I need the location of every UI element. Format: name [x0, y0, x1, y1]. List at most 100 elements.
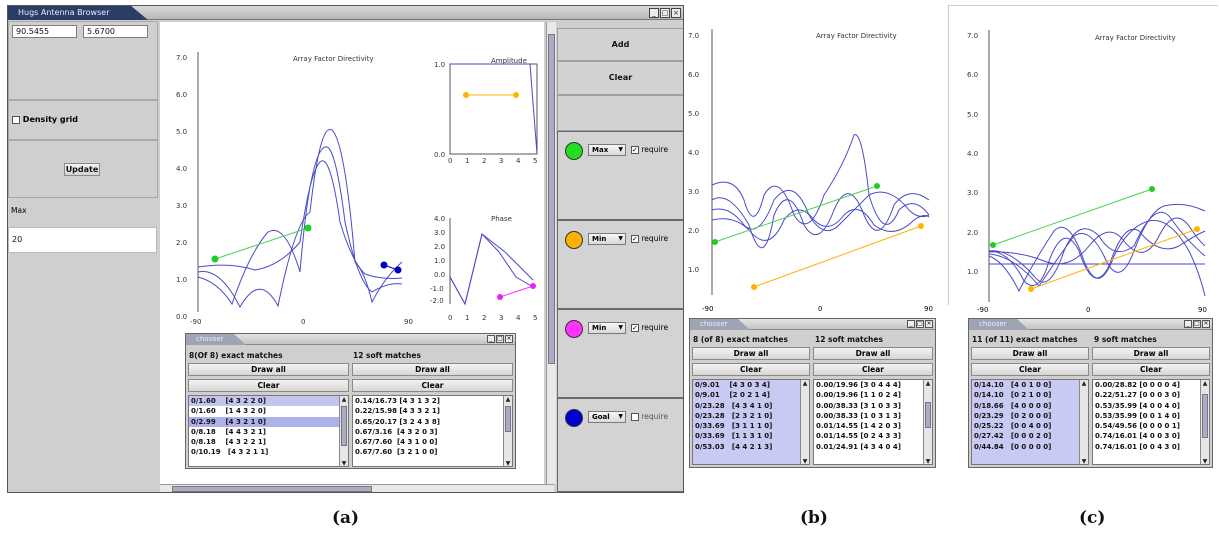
window-titlebar[interactable]: Hugs Antenna Browser _ □ ×: [8, 6, 683, 20]
close-icon[interactable]: ×: [505, 335, 513, 343]
minimize-icon[interactable]: _: [649, 8, 659, 18]
c-min-start[interactable]: [1028, 286, 1034, 292]
list-item[interactable]: 0/1.60 [1 4 3 2 0]: [191, 407, 266, 416]
add-button[interactable]: Add: [557, 28, 683, 61]
exact-list-scrollbar[interactable]: ▲ ▼: [800, 380, 809, 464]
clear-button[interactable]: Clear: [557, 61, 683, 95]
list-item[interactable]: 0/9.01 [2 0 2 1 4]: [695, 391, 770, 400]
list-item[interactable]: 0.14/16.73 [4 3 1 3 2]: [355, 397, 440, 405]
b-max-end[interactable]: [874, 183, 880, 189]
phase-min-end[interactable]: [530, 283, 536, 289]
soft-clear-button[interactable]: Clear: [813, 363, 933, 376]
soft-list-scrollbar[interactable]: ▲ ▼: [1200, 380, 1209, 464]
list-item[interactable]: 0/10.19 [4 3 2 1 1]: [191, 448, 269, 457]
list-item[interactable]: 0/23.29 [0 2 0 0 0]: [974, 411, 1052, 420]
list-item[interactable]: 0.74/16.01 [0 0 4 3 0]: [1095, 442, 1180, 451]
close-icon[interactable]: ×: [925, 320, 933, 328]
list-item[interactable]: 0/33.69 [3 1 1 1 0]: [695, 422, 773, 431]
list-item[interactable]: 0/23.28 [4 3 4 1 0]: [695, 401, 773, 410]
constraint-color-swatch[interactable]: [565, 409, 583, 427]
list-item[interactable]: 0.65/20.17 [3 2 4 3 8]: [355, 417, 440, 426]
list-item[interactable]: 0/14.10 [4 0 1 0 0]: [974, 381, 1052, 389]
exact-clear-button[interactable]: Clear: [188, 379, 349, 392]
constraint-color-swatch[interactable]: [565, 320, 583, 338]
constraint-mode-select[interactable]: Max: [588, 144, 626, 156]
goal-constraint-start[interactable]: [380, 261, 388, 269]
chooser-titlebar[interactable]: chooser _ □ ×: [186, 334, 515, 345]
param-field-2[interactable]: 5.6700: [83, 25, 148, 38]
chooser-titlebar[interactable]: chooser _ □ ×: [969, 319, 1212, 330]
max-constraint-end[interactable]: [304, 224, 312, 232]
b-min-end[interactable]: [918, 223, 924, 229]
list-item[interactable]: 0.53/35.99 [0 0 1 4 0]: [1095, 411, 1180, 420]
amp-min-start[interactable]: [463, 92, 469, 98]
soft-clear-button[interactable]: Clear: [352, 379, 513, 392]
list-item[interactable]: 0/8.18 [4 4 3 2 1]: [191, 427, 266, 436]
b-min-start[interactable]: [751, 284, 757, 290]
list-item[interactable]: 0.67/3.16 [4 3 2 0 3]: [355, 427, 438, 436]
constraint-mode-select[interactable]: Goal: [588, 411, 626, 423]
minimize-icon[interactable]: _: [907, 320, 915, 328]
exact-clear-button[interactable]: Clear: [971, 363, 1089, 376]
maximize-icon[interactable]: □: [660, 8, 670, 18]
list-item[interactable]: 0/27.42 [0 0 0 2 0]: [974, 432, 1052, 441]
exact-list-scrollbar[interactable]: ▲ ▼: [339, 396, 348, 466]
b-max-start[interactable]: [712, 239, 718, 245]
exact-draw-all-button[interactable]: Draw all: [692, 347, 810, 360]
list-item[interactable]: 0.00/28.82 [0 0 0 0 4]: [1095, 381, 1180, 389]
c-min-end[interactable]: [1194, 226, 1200, 232]
constraint-mode-select[interactable]: Min: [588, 233, 626, 245]
maximize-icon[interactable]: □: [916, 320, 924, 328]
list-item[interactable]: 0.67/7.60 [3 2 1 0 0]: [355, 448, 438, 457]
minimize-icon[interactable]: _: [487, 335, 495, 343]
list-item[interactable]: 0/9.01 [4 3 0 3 4]: [695, 381, 770, 389]
list-item[interactable]: 0/1.60 [4 3 2 2 0]: [189, 396, 348, 407]
maximize-icon[interactable]: □: [496, 335, 504, 343]
constraint-color-swatch[interactable]: [565, 231, 583, 249]
list-item[interactable]: 0/14.10 [0 2 1 0 0]: [974, 391, 1052, 400]
chooser-titlebar[interactable]: chooser _ □ ×: [690, 319, 935, 330]
amp-min-end[interactable]: [513, 92, 519, 98]
exact-list-scrollbar[interactable]: ▲ ▼: [1079, 380, 1088, 464]
plot-horizontal-scrollbar[interactable]: [160, 484, 554, 492]
exact-draw-all-button[interactable]: Draw all: [971, 347, 1089, 360]
list-item[interactable]: 0/23.28 [2 3 2 1 0]: [695, 411, 773, 420]
constraint-color-swatch[interactable]: [565, 142, 583, 160]
list-item[interactable]: 0.00/38.33 [3 1 0 3 3]: [816, 401, 901, 410]
list-item[interactable]: 0.00/19.96 [3 0 4 4 4]: [816, 381, 901, 389]
soft-list-scrollbar[interactable]: ▲ ▼: [923, 380, 932, 464]
goal-constraint-end[interactable]: [394, 266, 402, 274]
max-value-input[interactable]: 20: [8, 227, 157, 253]
exact-clear-button[interactable]: Clear: [692, 363, 810, 376]
list-item[interactable]: 0/18.66 [4 0 0 0 0]: [974, 401, 1052, 410]
list-item[interactable]: 0/33.69 [1 1 3 1 0]: [695, 432, 773, 441]
maximize-icon[interactable]: □: [1193, 320, 1201, 328]
list-item[interactable]: 0.22/51.27 [0 0 0 3 0]: [1095, 391, 1180, 400]
list-item[interactable]: 0.74/16.01 [4 0 0 3 0]: [1095, 432, 1180, 441]
c-max-end[interactable]: [1149, 186, 1155, 192]
list-item[interactable]: 0.00/19.96 [1 1 0 2 4]: [816, 391, 901, 400]
list-item[interactable]: 0.01/14.55 [0 2 4 3 3]: [816, 432, 901, 441]
list-item[interactable]: 0.00/38.33 [1 0 3 1 3]: [816, 411, 901, 420]
update-button[interactable]: Update: [64, 163, 100, 176]
plot-vertical-scrollbar[interactable]: [546, 22, 556, 484]
soft-draw-all-button[interactable]: Draw all: [813, 347, 933, 360]
constraint-mode-select[interactable]: Min: [588, 322, 626, 334]
list-item[interactable]: 0.01/14.55 [1 4 2 0 3]: [816, 422, 901, 431]
list-item[interactable]: 0.01/24.91 [4 3 4 0 4]: [816, 442, 901, 451]
list-item[interactable]: 0/25.22 [0 0 4 0 0]: [974, 422, 1052, 431]
list-item[interactable]: 0.54/49.56 [0 0 0 0 1]: [1095, 422, 1180, 431]
list-item[interactable]: 0.22/15.98 [4 3 3 2 1]: [355, 407, 440, 416]
list-item[interactable]: 0/2.99 [4 3 2 1 0]: [189, 416, 348, 427]
param-field-1[interactable]: 90.5455: [12, 25, 77, 38]
soft-clear-button[interactable]: Clear: [1092, 363, 1210, 376]
require-checkbox[interactable]: require: [631, 412, 668, 422]
require-checkbox[interactable]: ✓ require: [631, 323, 669, 332]
require-checkbox[interactable]: ✓ require: [631, 234, 669, 243]
exact-draw-all-button[interactable]: Draw all: [188, 363, 349, 376]
soft-draw-all-button[interactable]: Draw all: [352, 363, 513, 376]
phase-min-start[interactable]: [497, 294, 503, 300]
list-item[interactable]: 0/44.84 [0 0 0 0 0]: [974, 442, 1052, 451]
list-item[interactable]: 0/8.18 [4 3 2 2 1]: [191, 438, 266, 447]
density-grid-checkbox[interactable]: Density grid: [12, 115, 78, 124]
